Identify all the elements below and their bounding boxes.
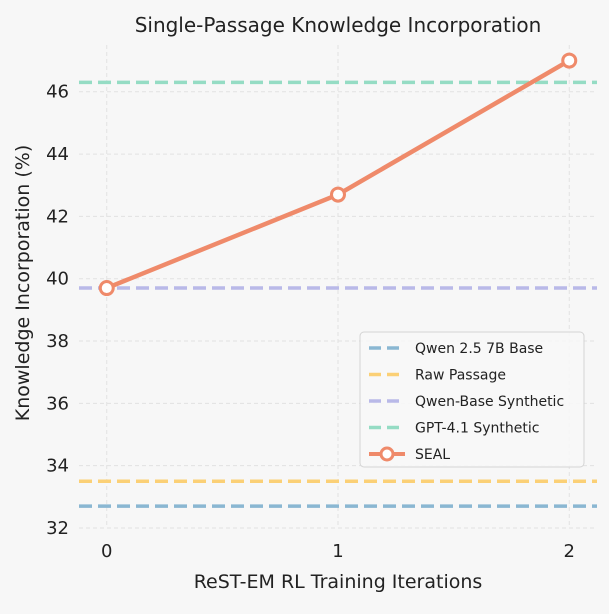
data-point	[98, 280, 115, 297]
legend-label: Qwen-Base Synthetic	[415, 394, 564, 410]
x-tick-label: 1	[332, 541, 343, 562]
legend-box	[359, 331, 585, 468]
y-axis-label: Knowledge Incorporation (%)	[12, 145, 34, 421]
legend-marker	[379, 446, 395, 462]
x-tick-label: 2	[564, 541, 575, 562]
y-tick-label: 32	[46, 518, 69, 539]
legend-label: SEAL	[415, 447, 450, 463]
y-tick-label: 46	[46, 82, 69, 103]
y-tick-label: 36	[46, 393, 69, 414]
x-axis-label: ReST-EM RL Training Iterations	[194, 571, 483, 593]
axes: 32 34 36 38 40 42 44 46 0 1 2	[46, 82, 575, 562]
y-tick-label: 40	[46, 269, 69, 290]
series	[98, 52, 578, 297]
baselines	[79, 80, 597, 508]
grid	[79, 45, 597, 529]
y-tick-label: 34	[46, 456, 69, 477]
chart-title: Single-Passage Knowledge Incorporation	[135, 13, 542, 37]
legend-label: GPT-4.1 Synthetic	[415, 421, 539, 437]
legend-label: Raw Passage	[415, 368, 506, 384]
data-point	[330, 186, 346, 203]
legend-label: Qwen 2.5 7B Base	[415, 341, 543, 357]
legend: Qwen 2.5 7B Base Raw Passage Qwen-Base Syn…	[359, 331, 585, 468]
x-tick-label: 0	[101, 541, 112, 562]
data-point	[561, 52, 578, 69]
y-tick-label: 44	[46, 144, 69, 165]
y-tick-label: 42	[46, 206, 69, 227]
y-tick-label: 38	[46, 331, 69, 352]
